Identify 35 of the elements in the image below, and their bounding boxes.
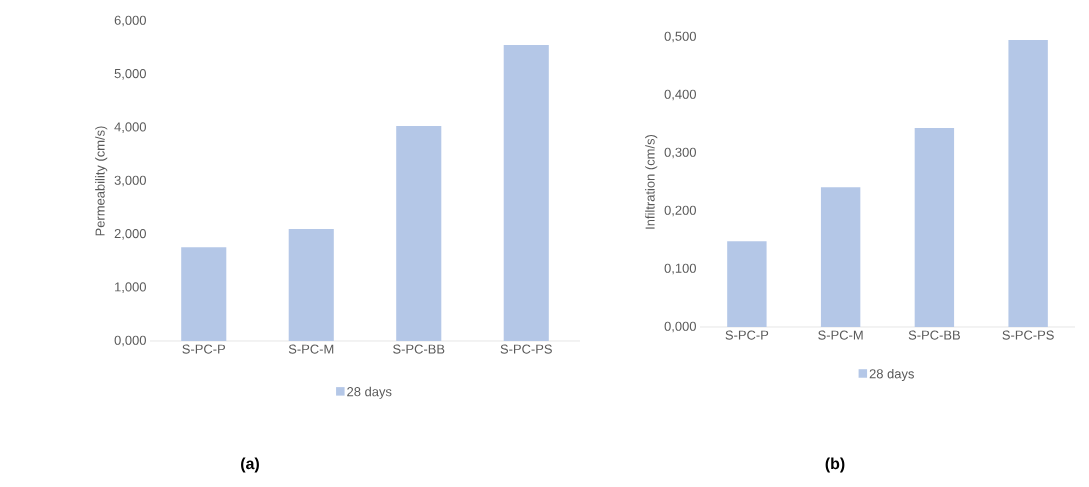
x-tick-label: S-PC-P xyxy=(182,344,226,354)
y-tick-label: 1,000 xyxy=(115,282,146,294)
y-tick-label: 5,000 xyxy=(114,68,146,80)
bar xyxy=(727,241,767,327)
y-axis-title: Permeability (cm/s) xyxy=(95,126,108,236)
text: (b) xyxy=(825,457,845,473)
bar xyxy=(820,187,861,327)
x-tick-label: S-PC-P xyxy=(725,330,769,340)
y-tick-label: 6,000 xyxy=(114,15,146,27)
y-tick-label: 4,000 xyxy=(114,122,146,134)
x-tick-label: S-PC-BB xyxy=(393,344,445,354)
y-axis-title: Infiltration (cm/s) xyxy=(645,134,658,229)
x-tick-label: S-PC-M xyxy=(818,330,863,340)
y-tick-label: 0,200 xyxy=(664,205,696,217)
legend-label: 28 days xyxy=(347,386,392,399)
x-tick-label: S-PC-PS xyxy=(1002,330,1054,340)
y-tick-label: 0,000 xyxy=(664,321,696,333)
y-tick-label: 0,500 xyxy=(664,31,696,43)
y-tick-label: 3,000 xyxy=(114,175,146,187)
bar xyxy=(1008,39,1048,327)
y-tick-label: 0,100 xyxy=(664,263,696,275)
y-tick-label: 0,400 xyxy=(664,89,696,101)
text: (a) xyxy=(241,457,259,473)
legend-label: 28 days xyxy=(869,368,914,381)
y-tick-label: 0,300 xyxy=(664,147,696,159)
bar xyxy=(288,229,334,341)
y-tick-label: 0,000 xyxy=(114,335,146,347)
y-tick-label: 2,000 xyxy=(114,228,146,240)
bar xyxy=(181,247,227,341)
x-tick-label: S-PC-PS xyxy=(500,344,552,354)
x-tick-label: S-PC-M xyxy=(288,344,334,354)
x-tick-label: S-PC-BB xyxy=(908,330,960,340)
bar xyxy=(503,45,549,341)
bar xyxy=(914,128,955,327)
bar xyxy=(396,126,442,341)
